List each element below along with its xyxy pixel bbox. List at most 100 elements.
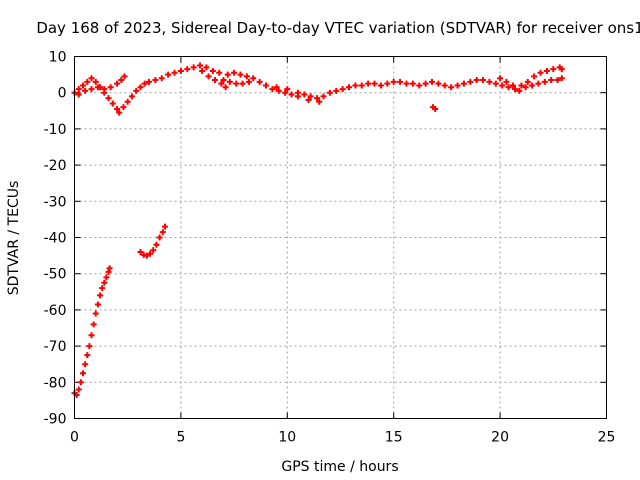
y-tick-label: 10 (49, 50, 67, 66)
y-tick-label: -80 (44, 375, 67, 391)
data-point (499, 82, 506, 89)
data-point (333, 87, 340, 94)
data-point (105, 268, 112, 275)
data-point (184, 66, 191, 73)
data-point (121, 73, 128, 80)
data-point (541, 78, 548, 85)
y-axis-label: SDTVAR / TECUs (6, 181, 22, 296)
y-tick-label: -50 (44, 267, 67, 283)
data-point (153, 241, 160, 248)
x-tick-label: 15 (385, 430, 403, 446)
data-point (120, 104, 127, 111)
y-tick-label: -70 (44, 339, 67, 355)
data-point (243, 73, 250, 80)
data-point (92, 78, 99, 85)
data-point (75, 386, 82, 393)
y-tick-label: -20 (44, 158, 67, 174)
data-point (82, 87, 89, 94)
data-point (231, 69, 238, 76)
data-point (409, 80, 416, 87)
data-point (165, 71, 172, 78)
data-point (346, 84, 353, 91)
data-point (137, 84, 144, 91)
y-tick-label: -40 (44, 231, 67, 247)
data-point (147, 250, 154, 257)
data-point (397, 78, 404, 85)
data-point (124, 98, 131, 105)
data-point (448, 84, 455, 91)
data-point (161, 223, 168, 230)
x-tick-label: 5 (176, 430, 185, 446)
data-point (558, 75, 565, 82)
data-point (224, 71, 231, 78)
data-point (156, 234, 163, 241)
data-point (305, 96, 312, 103)
data-point (307, 93, 314, 100)
tick-layer: 100-10-20-30-40-50-60-70-80-900 5 10 15 20 25 (44, 50, 616, 446)
data-point (197, 62, 204, 69)
data-point (416, 82, 423, 89)
x-tick-label: 25 (598, 430, 616, 446)
data-point (256, 78, 263, 85)
data-point (145, 78, 152, 85)
data-point (390, 78, 397, 85)
data-point (84, 352, 91, 359)
data-point (107, 84, 114, 91)
x-tick-label: 0 (70, 430, 79, 446)
data-point (171, 69, 178, 76)
data-point (550, 66, 557, 73)
data-point (554, 77, 561, 84)
data-point (211, 77, 218, 84)
data-point (352, 82, 359, 89)
data-point (88, 86, 95, 93)
data-point (220, 77, 227, 84)
data-point (75, 86, 82, 93)
data-point (273, 84, 280, 91)
data-point (245, 78, 252, 85)
data-point (80, 82, 87, 89)
data-point (522, 84, 529, 91)
y-tick-label: -90 (44, 412, 67, 428)
data-point (84, 78, 91, 85)
data-point (524, 78, 531, 85)
data-point (80, 370, 87, 377)
data-point (114, 80, 121, 87)
data-point (537, 69, 544, 76)
data-point (94, 301, 101, 308)
x-axis-label: GPS time / hours (281, 459, 398, 475)
data-point (288, 91, 295, 98)
data-point (205, 73, 212, 80)
data-point (90, 321, 97, 328)
data-point (377, 82, 384, 89)
data-point (88, 75, 95, 82)
data-point (365, 80, 372, 87)
data-point (150, 247, 157, 254)
data-point (222, 84, 229, 91)
data-point (116, 109, 123, 116)
data-point (233, 80, 240, 87)
data-point (128, 93, 135, 100)
data-point (548, 77, 555, 84)
y-tick-label: -10 (44, 122, 67, 138)
data-point (284, 86, 291, 93)
data-point (480, 77, 487, 84)
data-point (106, 265, 113, 272)
y-tick-label: -30 (44, 194, 67, 210)
data-point (435, 80, 442, 87)
x-tick-label: 10 (278, 430, 296, 446)
data-point (82, 361, 89, 368)
data-point (99, 285, 106, 292)
data-point (105, 95, 112, 102)
data-point (237, 71, 244, 78)
data-point (158, 75, 165, 82)
data-point (473, 77, 480, 84)
data-point (326, 89, 333, 96)
data-point (137, 248, 144, 255)
data-point (216, 69, 223, 76)
data-point (497, 75, 504, 82)
data-point (101, 279, 108, 286)
data-point (531, 73, 538, 80)
chart-title: Day 168 of 2023, Sidereal Day-to-day VTE… (36, 19, 640, 37)
data-point (226, 78, 233, 85)
